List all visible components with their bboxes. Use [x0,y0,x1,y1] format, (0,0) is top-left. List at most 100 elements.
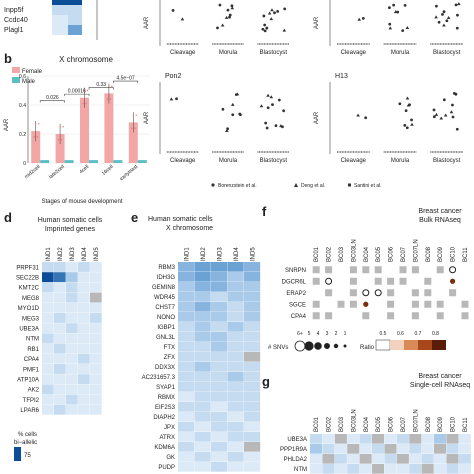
panel-e-gene-label: GK [166,455,175,461]
panel-f-na-cell [399,277,407,285]
panel-d-cell [78,343,90,354]
panel-e-column-label: IND4 [234,247,240,261]
legend-title-line2: bi−allelic [14,440,37,446]
snv-legend-title: # SNVs [268,345,288,351]
aar-point-borenzstein [401,29,405,32]
legend-title-line1: % cells [18,432,37,438]
panel-d-cell [54,374,66,385]
panel-e-cell [178,302,195,312]
panel-d-gene-label: MEG8 [22,296,40,302]
panel-b-y-tick-label: 0.2 [19,132,26,138]
panel-d-cell [66,353,78,364]
panel-e-cell [227,322,244,332]
bar-male [113,160,123,163]
panel-d-cell [90,404,102,415]
aar-point-borenzstein [226,8,230,12]
panel-g-column-label: BC11 [463,417,469,432]
panel-d-cell [90,313,102,323]
panel-e-cell [211,312,228,322]
panel-label-b: b [4,51,12,66]
legend-swatch-male [12,77,20,83]
snv-size-marker [294,340,306,352]
panel-e-cell [227,362,244,372]
aar-scatter-panels: AAR Cleavage Morula Blastocyst AAR Cleavage Mo… [144,0,463,164]
panel-d-cell [78,313,90,323]
panel-e-cell [211,452,228,462]
panel-e-cell [194,342,211,352]
panel-g-cell [396,434,409,444]
aar-point-deng [180,17,185,21]
panel-e-cell [227,382,244,392]
panel-d-title-line2: Imprinted genes [45,226,96,233]
panel-d-gene-label: CPA4 [24,357,40,363]
panel-g-cell [372,454,385,464]
panel-d-cell [78,353,90,364]
panel-d-cell [90,292,102,303]
aar-x-tick-label: Cleavage [170,158,196,164]
panel-d-cell [78,302,90,313]
panel-e-cell [227,292,244,302]
aar-point-borenzstein [271,103,274,107]
panel-g-cell [322,464,335,474]
panel-e-cell [227,402,244,412]
panel-f-legend: # SNVs Ratio 6+ 5 4 3 2 1 0.5 0.6 0.7 0.8 [268,331,446,352]
panel-g-column-label: BC08 [426,416,432,432]
top-heat-cell [52,5,68,15]
panel-g-cell [384,454,397,464]
panel-b-y-tick-label: 0.6 [19,74,26,80]
legend-label-borenzstein: Borenzstein et al. [218,183,257,189]
panel-g-cell [396,464,409,474]
panel-d-cell [78,262,90,272]
bar-female [31,131,41,163]
panel-f-ratio-dot [450,278,456,284]
data-point-female [106,98,109,100]
panel-d-cell [54,384,66,395]
panel-g-cell [446,434,459,444]
panel-f-na-cell [349,289,357,297]
panel-f-na-cell [325,266,333,274]
aar-ylabel: AAR [144,111,150,124]
aar-point-borenzstein [265,26,269,30]
panel-g-cell [334,464,347,474]
top-heat-gene-label: Inpp5f [4,7,24,14]
panel-f-title-line1: Breast cancer [418,208,462,215]
aar-point-borenzstein [454,3,458,7]
panel-f-column-label: BC02 [327,246,333,262]
panel-e-cell [211,332,228,342]
panel-b-chart: 0 0.2 0.4 0.6 mid2cell late2cell 4cell 16cell ea… [19,74,150,182]
panel-e-cell [194,452,211,462]
panel-d-cell [66,343,78,354]
panel-f-gene-label: DGCR6L [282,279,307,285]
panel-g-cell [347,454,360,464]
data-point-female [132,114,134,116]
panel-e-cell [244,342,261,352]
panel-d-cell [42,333,54,344]
panel-f-na-cell [436,266,444,274]
panel-g-cell [334,444,347,454]
aar-point-borenzstein [392,3,396,7]
aar-point-borenzstein [452,91,456,95]
aar-point-borenzstein [221,107,225,111]
aar-point-deng [224,15,229,19]
data-point-female [108,85,110,87]
panel-f-na-cell [411,266,419,274]
significance-bracket [39,100,65,103]
panel-e-cell [227,412,244,422]
top-heat-cell [52,0,82,5]
panel-d-cell [66,384,78,395]
panel-f-na-cell [411,300,419,308]
aar-legend: Borenzstein et al. Deng et al. Santini e… [211,183,382,189]
panel-g-cell [409,434,422,444]
aar-x-tick-label: Blastocyst [260,158,288,164]
panel-g-cell [458,464,471,474]
aar-point-deng [269,17,274,21]
panel-f-na-cell [374,266,382,274]
snv-size-marker [304,341,314,351]
panel-d-cell [54,292,66,303]
panel-d-cell [78,323,90,334]
panel-e-cell [244,362,261,372]
panel-e-cell [244,382,261,392]
panel-d-cell [90,272,102,283]
aar-x-tick-label: Morula [391,158,410,164]
x-tick-label: 4cell [79,164,91,175]
